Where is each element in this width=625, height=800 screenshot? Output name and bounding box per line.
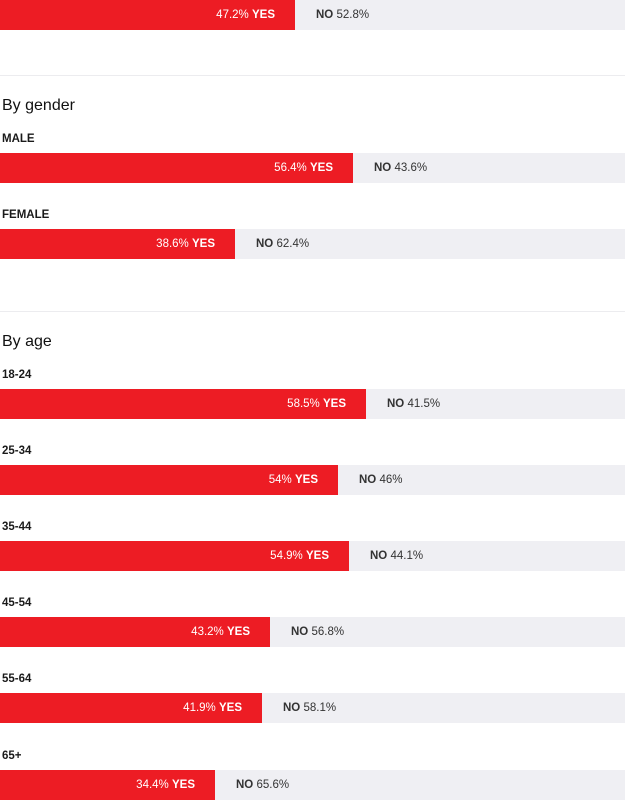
yes-value-label: 41.9% YES: [183, 693, 242, 723]
no-percent: 65.6%: [256, 779, 290, 791]
yes-word: YES: [226, 626, 250, 638]
yes-value-label: 43.2% YES: [191, 617, 250, 647]
row-label: 55-64: [2, 673, 32, 685]
no-percent: 43.6%: [394, 162, 428, 174]
no-value-label: NO 44.1%: [370, 541, 423, 571]
row-label: FEMALE: [2, 209, 50, 221]
yes-bar: [0, 617, 270, 647]
bar-row: 43.2% YES NO 56.8%: [0, 617, 625, 647]
yes-percent: 54.9%: [270, 550, 303, 562]
no-word: NO: [283, 702, 301, 714]
yes-bar: [0, 389, 366, 419]
yes-value-label: 47.2% YES: [216, 0, 275, 30]
yes-bar: [0, 0, 295, 30]
yes-value-label: 56.4% YES: [274, 153, 333, 183]
yes-percent: 41.9%: [183, 702, 216, 714]
section-heading: By age: [2, 333, 52, 350]
no-percent: 52.8%: [336, 9, 370, 21]
bar-row: 56.4% YES NO 43.6%: [0, 153, 625, 183]
bar-row: 34.4% YES NO 65.6%: [0, 770, 625, 800]
no-word: NO: [359, 474, 377, 486]
yes-value-label: 38.6% YES: [156, 229, 215, 259]
row-label: 18-24: [2, 369, 32, 381]
section-divider: [0, 75, 625, 76]
yes-bar: [0, 770, 215, 800]
no-word: NO: [370, 550, 388, 562]
yes-bar: [0, 465, 338, 495]
bar-row: 47.2% YES NO 52.8%: [0, 0, 625, 30]
yes-word: YES: [294, 474, 318, 486]
bar-row: 41.9% YES NO 58.1%: [0, 693, 625, 723]
yes-percent: 38.6%: [156, 238, 189, 250]
row-label: MALE: [2, 133, 35, 145]
bar-row: 54% YES NO 46%: [0, 465, 625, 495]
no-word: NO: [316, 9, 334, 21]
no-value-label: NO 46%: [359, 465, 402, 495]
yes-word: YES: [251, 9, 275, 21]
yes-percent: 47.2%: [216, 9, 249, 21]
no-value-label: NO 58.1%: [283, 693, 336, 723]
yes-percent: 58.5%: [287, 398, 320, 410]
no-value-label: NO 41.5%: [387, 389, 440, 419]
no-value-label: NO 52.8%: [316, 0, 369, 30]
yes-word: YES: [322, 398, 346, 410]
row-label: 25-34: [2, 445, 32, 457]
no-word: NO: [374, 162, 392, 174]
no-word: NO: [236, 779, 254, 791]
row-label: 35-44: [2, 521, 32, 533]
no-word: NO: [291, 626, 309, 638]
no-value-label: NO 43.6%: [374, 153, 427, 183]
yes-percent: 34.4%: [136, 779, 169, 791]
row-label: 65+: [2, 750, 22, 762]
yes-percent: 56.4%: [274, 162, 307, 174]
yes-word: YES: [218, 702, 242, 714]
yes-bar: [0, 541, 349, 571]
yes-value-label: 58.5% YES: [287, 389, 346, 419]
section-divider: [0, 311, 625, 312]
yes-word: YES: [171, 779, 195, 791]
yes-value-label: 54% YES: [269, 465, 318, 495]
yes-bar: [0, 693, 262, 723]
no-value-label: NO 65.6%: [236, 770, 289, 800]
no-percent: 44.1%: [390, 550, 424, 562]
bar-row: 58.5% YES NO 41.5%: [0, 389, 625, 419]
yes-percent: 43.2%: [191, 626, 224, 638]
no-percent: 46%: [379, 474, 403, 486]
no-word: NO: [387, 398, 405, 410]
no-word: NO: [256, 238, 274, 250]
row-label: 45-54: [2, 597, 32, 609]
yes-word: YES: [305, 550, 329, 562]
no-value-label: NO 56.8%: [291, 617, 344, 647]
yes-value-label: 54.9% YES: [270, 541, 329, 571]
yes-word: YES: [309, 162, 333, 174]
no-percent: 62.4%: [276, 238, 310, 250]
bar-row: 54.9% YES NO 44.1%: [0, 541, 625, 571]
no-value-label: NO 62.4%: [256, 229, 309, 259]
yes-bar: [0, 229, 235, 259]
bar-row: 38.6% YES NO 62.4%: [0, 229, 625, 259]
yes-word: YES: [191, 238, 215, 250]
no-percent: 58.1%: [303, 702, 337, 714]
no-percent: 56.8%: [311, 626, 345, 638]
yes-percent: 54%: [268, 474, 292, 486]
section-heading: By gender: [2, 97, 75, 114]
no-percent: 41.5%: [407, 398, 441, 410]
yes-value-label: 34.4% YES: [136, 770, 195, 800]
yes-bar: [0, 153, 353, 183]
